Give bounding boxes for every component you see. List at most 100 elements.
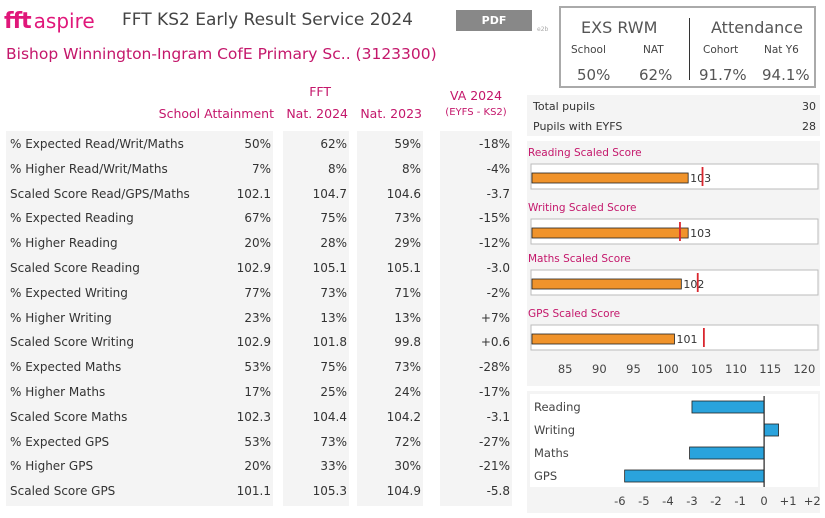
row-school-value: 7% [251, 162, 271, 176]
total-pupils-label: Total pupils [533, 100, 595, 113]
row-va-2024: -4% [486, 162, 510, 176]
row-school-value: 17% [244, 385, 271, 399]
row-label: % Higher Read/Writ/Maths [10, 162, 168, 176]
row-va-2024: -3.0 [486, 261, 510, 275]
column-nat-2023 [357, 131, 423, 506]
row-nat-2024: 25% [320, 385, 347, 399]
row-nat-2023: 8% [401, 162, 421, 176]
header-va-2024: VA 2024 [449, 88, 503, 103]
va-chart-panel [527, 391, 820, 513]
row-school-value: 53% [244, 360, 271, 374]
column-school-attainment [6, 131, 273, 506]
logo-aspire: aspire [33, 9, 95, 33]
header-fft: FFT [309, 84, 331, 99]
row-school-value: 77% [244, 286, 271, 300]
row-school-value: 102.1 [236, 187, 271, 201]
row-school-value: 102.3 [236, 410, 271, 424]
row-va-2024: +7% [480, 311, 510, 325]
row-va-2024: -2% [486, 286, 510, 300]
exs-rwm-title: EXS RWM [581, 18, 658, 37]
eyfs-pupils-value: 28 [802, 120, 816, 133]
eyfs-pupils-label: Pupils with EYFS [533, 120, 623, 133]
kpi-summary-box: EXS RWM School NAT 50% 62% Attendance Co… [559, 6, 816, 88]
row-nat-2023: 71% [394, 286, 421, 300]
row-nat-2024: 73% [320, 435, 347, 449]
att-cohort-label: Cohort [703, 44, 739, 56]
row-nat-2024: 75% [320, 360, 347, 374]
row-label: % Expected GPS [10, 435, 110, 449]
row-nat-2023: 73% [394, 211, 421, 225]
row-nat-2024: 28% [320, 236, 347, 250]
row-nat-2024: 13% [320, 311, 347, 325]
row-va-2024: -12% [478, 236, 510, 250]
att-cohort-value: 91.7% [699, 66, 747, 84]
row-nat-2023: 73% [394, 360, 421, 374]
row-nat-2024: 73% [320, 286, 347, 300]
header-nat-2023: Nat. 2023 [360, 106, 422, 121]
row-nat-2023: 59% [394, 137, 421, 151]
row-label: Scaled Score GPS [10, 484, 116, 498]
row-nat-2023: 105.1 [386, 261, 421, 275]
pupil-counts-panel: Total pupils 30 Pupils with EYFS 28 [527, 95, 820, 136]
row-nat-2023: 24% [394, 385, 421, 399]
row-va-2024: -18% [478, 137, 510, 151]
row-nat-2024: 75% [320, 211, 347, 225]
kpi-divider [689, 18, 690, 80]
row-va-2024: -3.7 [486, 187, 510, 201]
row-nat-2024: 33% [320, 459, 347, 473]
row-label: % Higher Maths [10, 385, 106, 399]
row-school-value: 50% [244, 137, 271, 151]
row-va-2024: +0.6 [480, 335, 510, 349]
row-label: % Higher GPS [10, 459, 94, 473]
row-nat-2023: 29% [394, 236, 421, 250]
row-school-value: 53% [244, 435, 271, 449]
column-nat-2024 [283, 131, 349, 506]
row-school-value: 101.1 [236, 484, 271, 498]
att-nat-value: 94.1% [762, 66, 810, 84]
row-nat-2024: 104.4 [312, 410, 347, 424]
header-nat-2024: Nat. 2024 [286, 106, 348, 121]
row-label: % Expected Writing [10, 286, 128, 300]
row-va-2024: -21% [478, 459, 510, 473]
logo-fft: fft [4, 8, 32, 34]
row-nat-2023: 104.9 [386, 484, 421, 498]
row-nat-2023: 99.8 [394, 335, 421, 349]
row-nat-2024: 62% [320, 137, 347, 151]
header-school-attainment: School Attainment [158, 106, 274, 121]
row-label: Scaled Score Maths [10, 410, 128, 424]
row-nat-2023: 13% [394, 311, 421, 325]
row-va-2024: -17% [478, 385, 510, 399]
header-va-sub: (EYFS - KS2) [445, 107, 507, 118]
page-title: FFT KS2 Early Result Service 2024 [122, 10, 413, 30]
row-school-value: 67% [244, 211, 271, 225]
row-nat-2024: 8% [327, 162, 347, 176]
row-label: % Expected Read/Writ/Maths [10, 137, 184, 151]
row-label: Scaled Score Reading [10, 261, 140, 275]
row-school-value: 20% [244, 236, 271, 250]
row-nat-2024: 105.1 [312, 261, 347, 275]
row-nat-2023: 104.6 [386, 187, 421, 201]
exs-nat-label: NAT [643, 44, 664, 56]
attendance-title: Attendance [711, 18, 803, 37]
row-va-2024: -27% [478, 435, 510, 449]
row-nat-2023: 104.2 [386, 410, 421, 424]
column-va-2024 [440, 131, 512, 506]
row-va-2024: -28% [478, 360, 510, 374]
row-school-value: 23% [244, 311, 271, 325]
row-school-value: 20% [244, 459, 271, 473]
row-school-value: 102.9 [236, 335, 271, 349]
total-pupils-value: 30 [802, 100, 816, 113]
row-nat-2024: 104.7 [312, 187, 347, 201]
row-nat-2024: 101.8 [312, 335, 347, 349]
pdf-button[interactable]: PDF [456, 10, 532, 31]
school-name: Bishop Winnington-Ingram CofE Primary Sc… [6, 45, 437, 63]
row-label: % Higher Writing [10, 311, 112, 325]
row-va-2024: -5.8 [486, 484, 510, 498]
row-va-2024: -15% [478, 211, 510, 225]
scaled-score-panel [527, 141, 820, 386]
row-nat-2024: 105.3 [312, 484, 347, 498]
row-label: Scaled Score Writing [10, 335, 134, 349]
exs-school-value: 50% [577, 66, 611, 84]
exs-nat-value: 62% [639, 66, 673, 84]
row-label: % Expected Reading [10, 211, 134, 225]
